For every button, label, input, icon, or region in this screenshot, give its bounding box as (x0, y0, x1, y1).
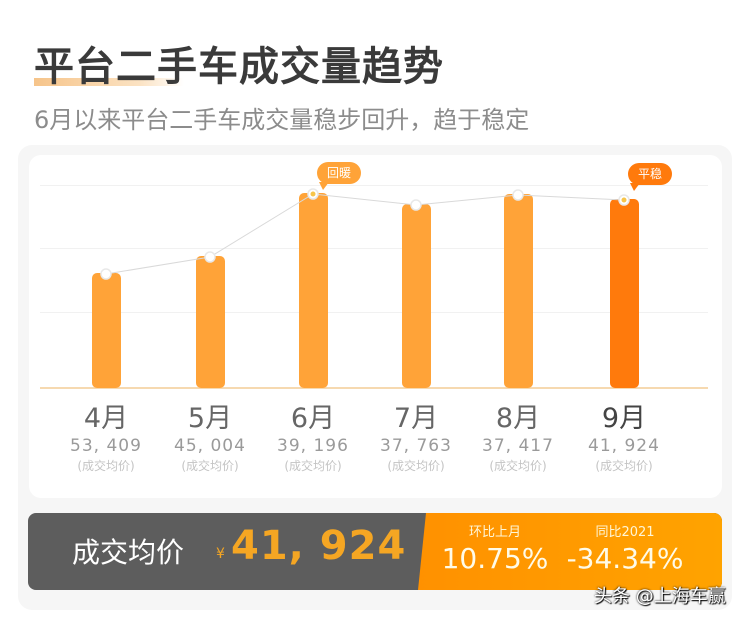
x-label-apr: 4月 53, 409 (成交均价) (56, 403, 156, 475)
avg-price-value: 37, 763 (380, 436, 452, 456)
stat-value: 10.75% (441, 542, 549, 575)
currency-symbol: ¥ (216, 546, 225, 562)
stat-value: -34.34% (566, 542, 684, 575)
page-title: 平台二手车成交量趋势 (34, 44, 444, 90)
gridline (40, 248, 708, 249)
avg-price-value: 45, 004 (174, 436, 246, 456)
avg-price-value: 39, 196 (277, 436, 349, 456)
avg-price-note: (成交均价) (181, 459, 239, 473)
bar-5-month (196, 256, 225, 388)
avg-price-note: (成交均价) (77, 459, 135, 473)
stat-yoy: 同比2021 -34.34% (565, 525, 685, 577)
avg-price-note: (成交均价) (387, 459, 445, 473)
avg-price-value: 37, 417 (482, 436, 554, 456)
avg-price-note: (成交均价) (284, 459, 342, 473)
x-label-jun: 6月 39, 196 (成交均价) (263, 403, 363, 475)
gridline (40, 312, 708, 313)
month-label: 6月 (290, 403, 336, 434)
avg-price-value: 41, 924 (588, 436, 660, 456)
x-label-jul: 7月 37, 763 (成交均价) (366, 403, 466, 475)
stat-mom: 环比上月 10.75% (440, 525, 550, 577)
bar-7-month (402, 204, 431, 388)
annotation-tooltip-stable: 平稳 (628, 163, 673, 191)
month-label: 5月 (187, 403, 233, 434)
bar-6-month (299, 193, 328, 388)
month-label: 8月 (495, 403, 541, 434)
avg-price-value: 53, 409 (70, 436, 142, 456)
bar-4-month (92, 273, 121, 388)
x-label-may: 5月 45, 004 (成交均价) (160, 403, 260, 475)
summary-label: 成交均价 (72, 536, 185, 569)
summary-avg-price: 41, 924 (231, 523, 407, 569)
stat-label: 环比上月 (468, 525, 521, 540)
summary-banner: 成交均价 ¥ 41, 924 环比上月 10.75% 同比2021 -34.34… (28, 513, 722, 590)
month-label: 9月 (601, 403, 647, 434)
x-label-aug: 8月 37, 417 (成交均价) (468, 403, 568, 475)
bar-8-month (504, 194, 533, 388)
bar-9-month (610, 199, 639, 388)
watermark: 头条 @上海车赢 (594, 586, 726, 607)
x-label-sep: 9月 41, 924 (成交均价) (574, 403, 674, 475)
month-label: 7月 (393, 403, 439, 434)
avg-price-note: (成交均价) (595, 459, 653, 473)
title-block: 平台二手车成交量趋势 (34, 34, 444, 92)
stat-label: 同比2021 (595, 525, 655, 540)
summary-stats-background (418, 513, 722, 590)
gridline (40, 185, 708, 186)
annotation-tooltip-warming: 回暖 (317, 162, 362, 190)
x-axis-baseline (40, 387, 708, 389)
month-label: 4月 (83, 403, 129, 434)
avg-price-note: (成交均价) (489, 459, 547, 473)
page-subtitle: 6月以来平台二手车成交量稳步回升，趋于稳定 (34, 106, 530, 134)
title-underline-decoration (34, 78, 184, 86)
